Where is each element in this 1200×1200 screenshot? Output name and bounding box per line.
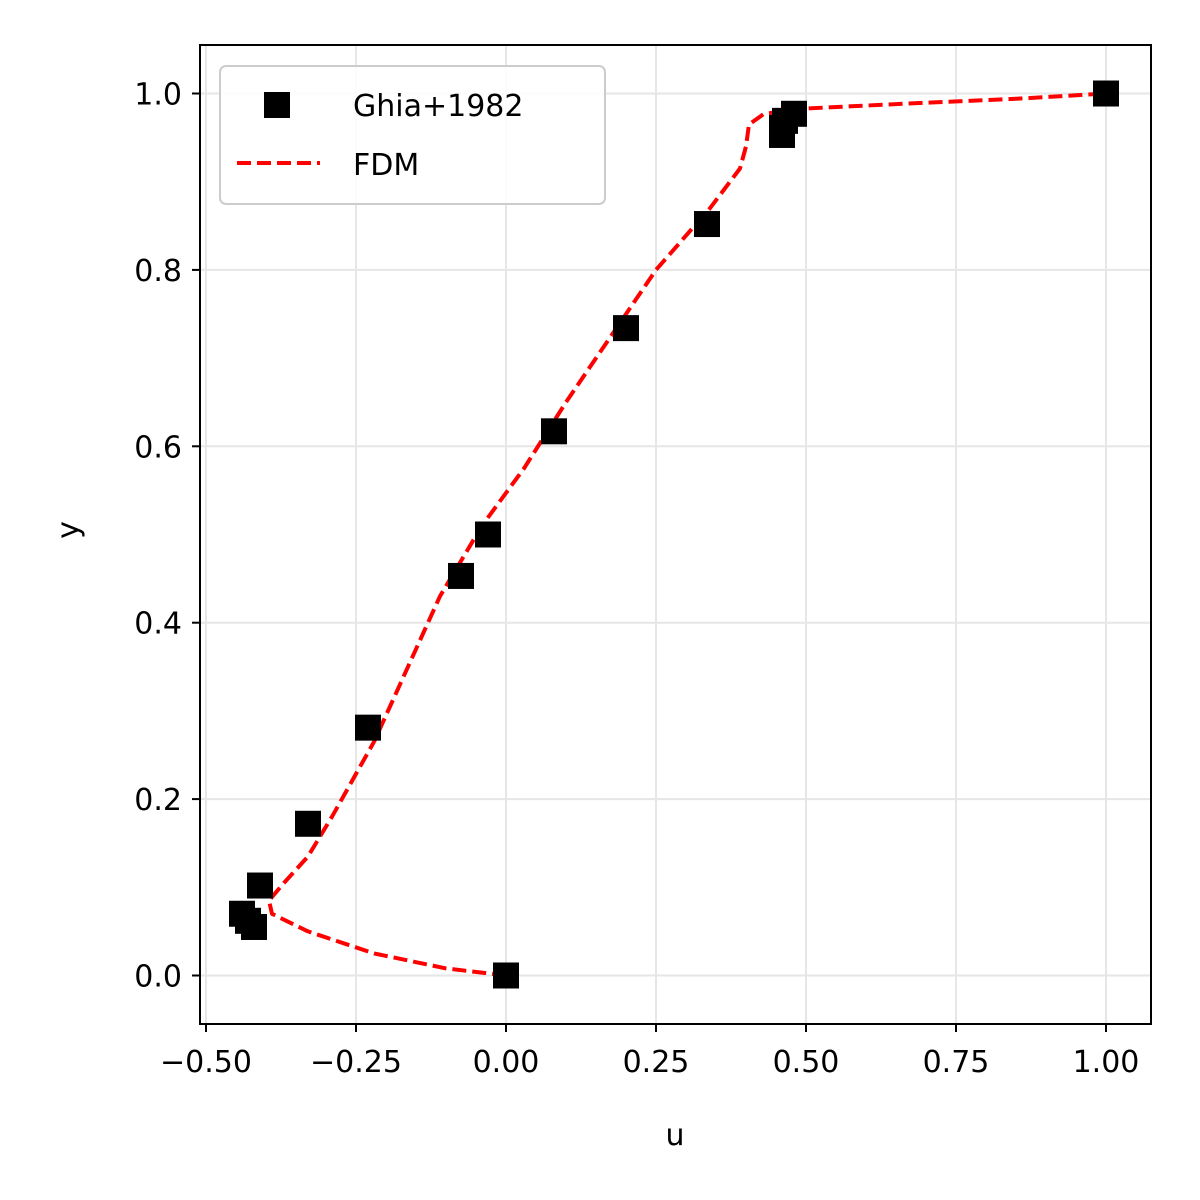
x-tick-label: 0.00 — [473, 1045, 540, 1080]
fdm-series — [267, 91, 1107, 978]
x-axis-label: u — [665, 1118, 684, 1153]
ghia-marker — [475, 521, 501, 548]
y-tick-label: 0.6 — [134, 430, 182, 465]
ghia-marker — [355, 714, 381, 741]
y-axis-label: y — [51, 521, 86, 539]
ghia-marker — [448, 562, 474, 589]
x-axis-ticks: −0.50 −0.25 0.00 0.25 0.50 0.75 1.00 — [160, 1024, 1139, 1080]
x-tick-label: 0.25 — [623, 1045, 690, 1080]
ghia-marker — [247, 872, 273, 899]
y-axis-ticks: 0.0 0.2 0.4 0.6 0.8 1.0 — [134, 78, 200, 994]
x-tick-label: 0.75 — [923, 1045, 990, 1080]
y-tick-label: 0.4 — [134, 607, 182, 642]
ghia-marker — [493, 962, 519, 989]
ghia-marker — [295, 810, 321, 837]
ghia-marker — [541, 418, 567, 445]
y-tick-label: 1.0 — [134, 78, 182, 113]
legend-marker-ghia — [264, 92, 290, 118]
ghia-marker — [781, 100, 807, 127]
legend-label-ghia: Ghia+1982 — [353, 89, 523, 124]
y-tick-label: 0.2 — [134, 783, 182, 818]
x-tick-label: 1.00 — [1073, 1045, 1140, 1080]
fdm-line — [267, 91, 1107, 978]
y-tick-label: 0.8 — [134, 254, 182, 289]
legend-label-fdm: FDM — [353, 148, 419, 183]
ghia-marker — [694, 211, 720, 238]
ghia-series — [229, 80, 1119, 989]
plot-frame — [199, 44, 1152, 1025]
ghia-marker — [1093, 80, 1119, 107]
ghia-marker — [613, 315, 639, 342]
y-tick-label: 0.0 — [134, 959, 182, 994]
grid — [200, 45, 1151, 1024]
ghia-marker — [229, 900, 255, 927]
legend: Ghia+1982 FDM — [219, 65, 606, 205]
legend-box — [219, 65, 606, 205]
x-tick-label: −0.25 — [310, 1045, 402, 1080]
x-tick-label: 0.50 — [773, 1045, 840, 1080]
x-tick-label: −0.50 — [160, 1045, 252, 1080]
